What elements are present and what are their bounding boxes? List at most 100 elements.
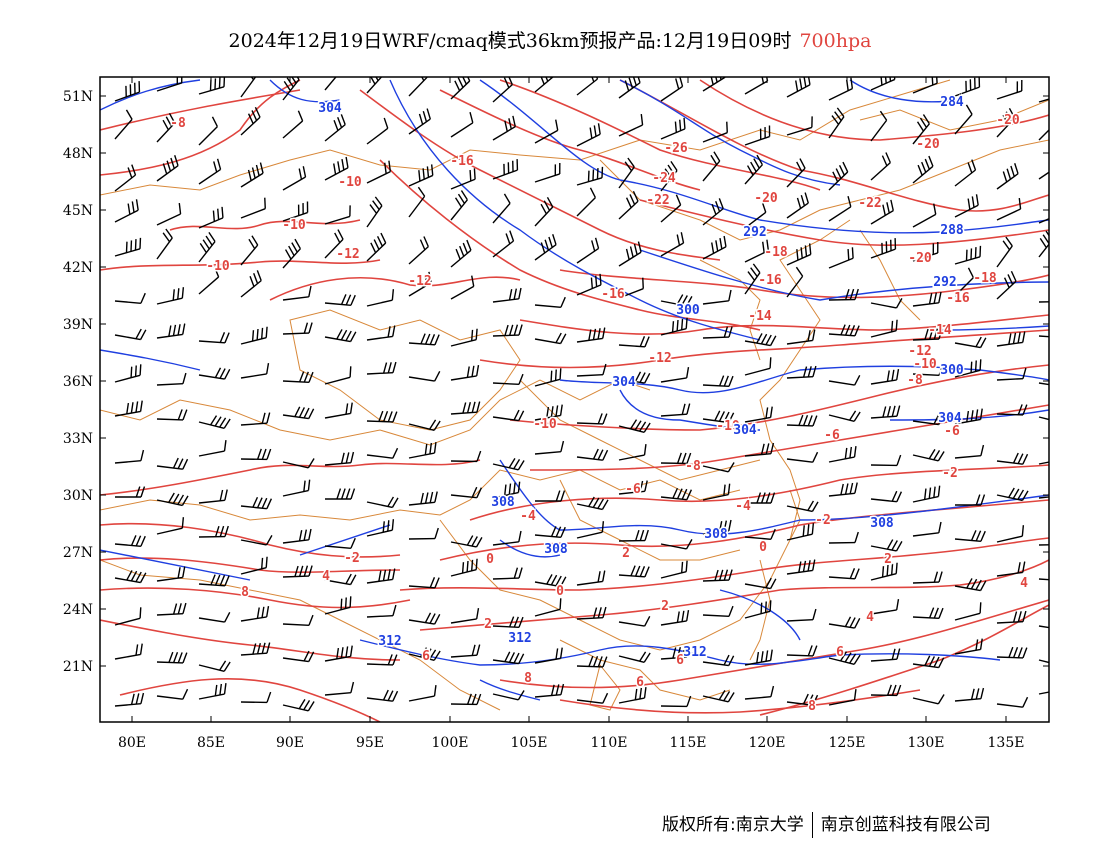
wind-barb-feather (602, 692, 609, 704)
wind-barb-feather (162, 163, 168, 175)
wind-barb-feather (681, 403, 686, 415)
temperature-label: 8 (808, 699, 816, 714)
wind-barb-feather (726, 121, 728, 133)
wind-barb-feather (753, 158, 760, 169)
wind-barb-feather (333, 163, 337, 175)
wind-barb-feather (264, 197, 266, 209)
wind-barb-shaft (1038, 171, 1049, 180)
wind-barb-feather (552, 234, 557, 245)
temperature-label: -12 (336, 247, 359, 262)
wind-barb-feather (836, 107, 845, 118)
wind-barb-feather (680, 561, 684, 573)
temperature-label: -10 (533, 417, 557, 432)
wind-barb-feather (644, 615, 651, 627)
wind-barb-feather (639, 529, 645, 541)
wind-barb-feather (555, 526, 562, 538)
wind-barb-feather (162, 232, 171, 243)
wind-barb-feather (723, 326, 729, 338)
wind-barb-feather (676, 319, 679, 332)
wind-barb-feather (761, 201, 767, 213)
height-label: 292 (933, 275, 956, 290)
wind-barb-feather (624, 80, 630, 92)
wind-barb-feather (345, 646, 349, 658)
wind-barb-feather (210, 574, 216, 586)
wind-barb-shaft (618, 288, 644, 299)
wind-barb-feather (639, 480, 644, 492)
wind-barb-feather (294, 565, 299, 577)
wind-barb-feather (979, 359, 982, 371)
wind-barb-feather (340, 294, 347, 305)
wind-barb-feather (1022, 331, 1026, 343)
wind-barb-feather (1060, 679, 1061, 690)
wind-barb-feather (182, 458, 189, 470)
wind-barb-feather (172, 324, 177, 336)
wind-barb-feather (349, 366, 352, 378)
wind-barb-feather (265, 556, 268, 568)
wind-barb-feather (1017, 489, 1025, 500)
wind-barb-shaft (198, 126, 218, 146)
wind-barb-feather (685, 560, 688, 572)
wind-barb-feather (936, 77, 938, 84)
wind-barb-feather (178, 203, 182, 215)
wind-barb-feather (601, 499, 609, 510)
wind-barb-feather (802, 560, 807, 572)
wind-barb-feather (555, 575, 562, 587)
wind-barb-feather (770, 492, 776, 504)
wind-barb-feather (379, 64, 384, 74)
height-label: 304 (938, 411, 962, 426)
wind-barb-feather (337, 161, 341, 173)
wind-barb-feather (518, 287, 522, 299)
temperature-label: -4 (735, 499, 751, 514)
wind-barb-feather (127, 203, 131, 215)
wind-barb-feather (420, 492, 424, 504)
wind-barb-shaft (324, 545, 351, 549)
wind-barb-feather (391, 289, 395, 301)
temperature-label: 0 (486, 552, 494, 567)
wind-barb-feather (807, 330, 811, 342)
wind-barb-feather (333, 64, 339, 73)
wind-barb-shaft (282, 120, 304, 139)
temperature-label: 6 (676, 653, 684, 668)
temperature-label: -16 (601, 287, 625, 302)
wind-barb-feather (714, 410, 721, 421)
wind-barb-feather (642, 277, 644, 289)
wind-barb-feather (387, 326, 391, 338)
wind-barb-feather (891, 405, 896, 417)
wind-barb-feather (590, 277, 594, 289)
wind-barb-shaft (618, 124, 643, 137)
wind-barb-feather (303, 529, 308, 541)
wind-barb-feather (504, 120, 508, 132)
wind-barb-shaft (492, 541, 519, 546)
lon-label: 120E (749, 735, 786, 751)
wind-barb-feather (629, 246, 634, 258)
wind-barb-feather (291, 77, 297, 84)
wind-barb-feather (1017, 562, 1021, 574)
wind-barb-feather (853, 689, 857, 701)
wind-barb-feather (812, 645, 818, 657)
temperature-label: -20 (916, 137, 940, 152)
wind-barb-feather (891, 369, 895, 381)
wind-barb-feather (457, 77, 464, 88)
wind-barb-feather (849, 288, 855, 300)
lon-label: 135E (988, 735, 1025, 751)
wind-barb-feather (750, 161, 757, 172)
wind-barb-feather (165, 116, 173, 127)
wind-barb-feather (294, 238, 302, 250)
temperature-label: -16 (946, 291, 970, 306)
wind-barb-feather (674, 121, 678, 133)
wind-barb-feather (345, 294, 352, 306)
wind-barb-feather (723, 375, 729, 387)
wind-barb-feather (854, 568, 860, 580)
wind-barb-feather (628, 77, 634, 89)
wind-barb-shaft (786, 618, 814, 622)
wind-barb-feather (890, 199, 894, 211)
wind-barb-feather (473, 168, 476, 180)
wind-barb-feather (140, 692, 145, 704)
wind-barb-feather (639, 421, 647, 432)
wind-barb-feather (896, 454, 902, 466)
wind-barb-feather (834, 111, 842, 121)
wind-barb-feather (1005, 236, 1013, 247)
wind-barb-feather (1051, 411, 1057, 420)
wind-barb-shaft (534, 451, 561, 455)
wind-barb-shaft (1038, 461, 1049, 465)
